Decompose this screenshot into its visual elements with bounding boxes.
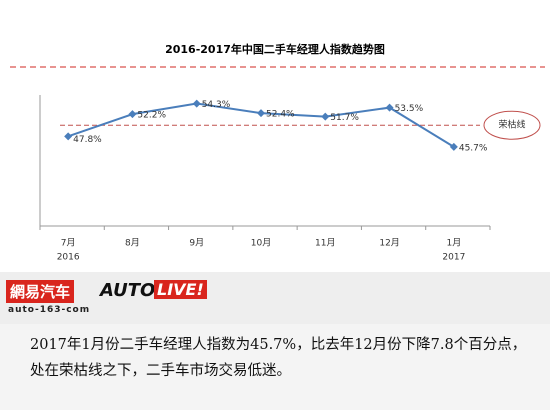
x-tick-label: 12月: [379, 238, 399, 249]
caption: 2017年1月份二手车经理人指数为45.7%，比去年12月份下降7.8个百分点，…: [0, 324, 550, 410]
chart: 2016-2017年中国二手车经理人指数趋势图 荣枯线 7月 2016 8月 9月 10月…: [10, 42, 545, 263]
data-label: 52.4%: [266, 110, 295, 120]
chart-title: 2016-2017年中国二手车经理人指数趋势图: [165, 42, 385, 56]
x-tick-label: 11月: [315, 238, 335, 249]
logo-strip: 網易汽车 auto-163-com AUTO LIVE!: [0, 272, 550, 324]
x-tick-label: 8月: [125, 238, 140, 249]
logo-live: LIVE!: [154, 280, 207, 299]
x-tick-label: 1月: [446, 238, 461, 249]
x-tick-label: 7月: [61, 238, 76, 249]
data-label: 53.5%: [395, 104, 424, 114]
threshold-badge: [483, 110, 541, 140]
point: [385, 103, 394, 112]
data-label: 51.7%: [330, 113, 359, 123]
point: [321, 112, 330, 121]
logo-auto: AUTO: [100, 280, 156, 301]
x-tick-label: 10月: [251, 238, 271, 249]
point: [449, 142, 458, 151]
point: [128, 110, 137, 119]
data-label: 45.7%: [459, 143, 488, 153]
x-sublabel: 2017: [442, 253, 465, 263]
point: [192, 99, 201, 108]
data-label: 47.8%: [73, 135, 102, 145]
point: [257, 109, 265, 118]
x-sublabel: 2016: [57, 253, 80, 263]
logo: 網易汽车: [6, 280, 75, 303]
threshold-label: 荣枯线: [498, 119, 525, 131]
x-tick-label: 9月: [189, 238, 204, 249]
logo-url: auto-163-com: [8, 305, 91, 315]
data-label: 52.2%: [137, 111, 166, 121]
point: [64, 132, 73, 141]
data-label: 54.3%: [202, 100, 231, 110]
